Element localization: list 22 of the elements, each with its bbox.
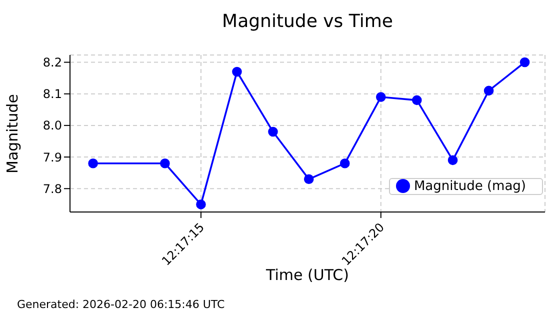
y-tick-label: 8.0 (42, 118, 62, 133)
text: Generated: 2026-02-20 06:15:46 UTC (17, 298, 225, 311)
point (484, 86, 494, 96)
point (88, 158, 98, 168)
point (412, 95, 422, 106)
y-tick-label: 7.9 (42, 150, 62, 164)
point (340, 158, 350, 168)
point (520, 57, 530, 68)
point (232, 66, 242, 77)
legend-label: Magnitude (mag) (414, 179, 526, 194)
point (196, 200, 206, 210)
chart-title: Magnitude vs Time (221, 11, 394, 32)
y-tick-label: 8.1 (42, 87, 62, 102)
y-tick-label: 7.8 (42, 182, 62, 196)
x-axis-title: Time (UTC) (265, 266, 349, 284)
y-axis-title: Magnitude (3, 94, 22, 174)
point (448, 155, 458, 166)
point (304, 174, 314, 184)
point (376, 92, 386, 102)
point (160, 158, 170, 168)
y-tick-label: 8.2 (42, 56, 62, 70)
point (268, 126, 278, 137)
